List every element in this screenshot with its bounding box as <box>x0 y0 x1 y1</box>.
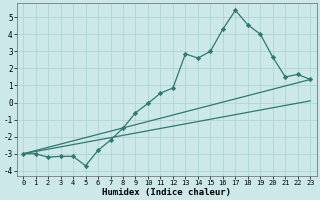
X-axis label: Humidex (Indice chaleur): Humidex (Indice chaleur) <box>102 188 231 197</box>
